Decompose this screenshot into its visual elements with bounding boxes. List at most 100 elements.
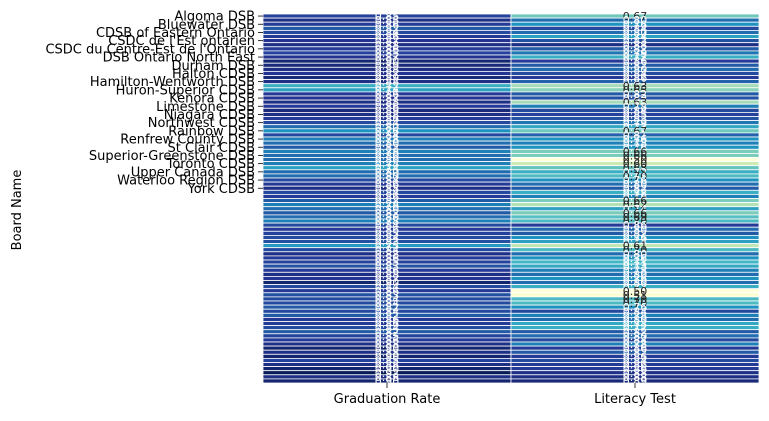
cell-value-label: 0.80 [375, 211, 400, 224]
cell-value-label: 0.82 [375, 301, 400, 314]
cell-value-label: 0.75 [375, 240, 400, 253]
cell-value-label: 0.83 [375, 236, 400, 249]
y-tick-label: Huron-Superior CDSB [116, 83, 255, 98]
cell-value-label: 0.67 [623, 10, 648, 23]
cell-value-label: 0.88 [375, 182, 400, 195]
cell-value-label: 0.78 [375, 145, 400, 158]
y-tick-label: CSDC de l'Est ontarien [108, 34, 255, 49]
cell-value-label: 0.86 [623, 350, 648, 363]
cell-value-label: 0.72 [623, 51, 648, 64]
cell-value-label: 0.80 [623, 14, 648, 27]
cell-value-label: 0.70 [623, 293, 648, 306]
cell-value-label: 0.84 [623, 305, 648, 318]
cell-value-label: 0.81 [623, 129, 648, 142]
cell-value-label: 0.76 [623, 141, 648, 154]
cell-value-label: 0.62 [623, 199, 648, 212]
cell-value-label: 0.78 [623, 137, 648, 150]
cell-value-label: 0.63 [623, 80, 648, 93]
cell-value-label: 0.50 [623, 285, 648, 298]
cell-value-label: 0.80 [375, 137, 400, 150]
cell-value-label: 0.76 [623, 133, 648, 146]
cell-value-label: 0.80 [623, 178, 648, 191]
cell-value-label: 0.67 [623, 125, 648, 138]
y-tick-label: Kenora CDSB [169, 92, 255, 107]
cell-value-label: 0.80 [623, 248, 648, 261]
cell-value-label: 0.83 [623, 92, 648, 105]
y-tick-label: Superior-Greenstone DSB [89, 149, 255, 164]
cell-value-label: 0.88 [375, 371, 400, 384]
cell-value-label: 0.88 [375, 346, 400, 359]
cell-value-label: 0.73 [623, 318, 648, 331]
cell-value-label: 0.80 [623, 277, 648, 290]
cell-value-label: 0.87 [375, 272, 400, 285]
x-tick-label: Graduation Rate [334, 392, 441, 407]
cell-value-label: 0.90 [375, 277, 400, 290]
cell-value-label: 0.74 [623, 31, 648, 44]
cell-value-label: 0.78 [375, 215, 400, 228]
cell-value-label: 0.88 [375, 39, 400, 52]
cell-value-label: 0.78 [375, 199, 400, 212]
y-tick-label: Waterloo Region DSB [117, 174, 255, 189]
cell-value-label: 0.87 [375, 67, 400, 80]
cell-value-label: 0.85 [375, 330, 400, 343]
cell-value-label: 0.82 [623, 346, 648, 359]
cell-value-label: 0.83 [375, 289, 400, 302]
cell-value-label: 0.84 [375, 26, 400, 39]
cell-value-label: 0.84 [375, 231, 400, 244]
cell-value-label: 0.85 [623, 108, 648, 121]
cell-value-label: 0.84 [623, 354, 648, 367]
cell-value-label: 0.82 [375, 195, 400, 208]
cell-value-label: 0.86 [623, 363, 648, 376]
cell-value-labels: 0.85 0.670.88 0.800.86 0.760.82 0.840.84 0.80… [375, 10, 648, 388]
cell-value-label: 0.80 [375, 154, 400, 167]
cell-value-label: 0.90 [375, 363, 400, 376]
cell-value-label: 0.90 [375, 55, 400, 68]
cell-value-label: 0.82 [623, 43, 648, 56]
cell-value-label: 0.83 [623, 35, 648, 48]
cell-value-label: 0.86 [623, 219, 648, 232]
cell-value-label: 0.86 [375, 113, 400, 126]
cell-value-label: 0.89 [623, 375, 648, 388]
cell-value-label: 0.84 [375, 305, 400, 318]
cell-value-label: 0.86 [375, 223, 400, 236]
x-axis-ticks: Graduation Rate Literacy Test [334, 383, 676, 407]
cell-value-label: 0.86 [375, 31, 400, 44]
cell-value-label: 0.84 [375, 219, 400, 232]
cell-value-label: 0.83 [623, 113, 648, 126]
cell-value-label: 0.80 [375, 170, 400, 183]
cell-value-label: 0.80 [623, 313, 648, 326]
cell-value-label: 0.85 [375, 256, 400, 269]
y-tick-label: Upper Canada DSB [131, 165, 255, 180]
cell-value-label: 0.78 [623, 264, 648, 277]
cell-value-label: 0.87 [375, 51, 400, 64]
cell-value-label: 0.84 [623, 22, 648, 35]
cell-value-label: 0.78 [623, 190, 648, 203]
cell-value-label: 0.76 [623, 301, 648, 314]
cell-value-label: 0.66 [623, 195, 648, 208]
cell-value-label: 0.86 [375, 318, 400, 331]
cell-value-label: 0.82 [623, 227, 648, 240]
cell-value-label: 0.60 [623, 158, 648, 171]
x-tick-label: Literacy Test [594, 392, 676, 407]
cell-value-label: 0.85 [375, 10, 400, 23]
cell-value-label: 0.84 [623, 334, 648, 347]
cell-value-label: 0.80 [375, 121, 400, 134]
cell-value-label: 0.88 [623, 367, 648, 380]
cell-value-label: 0.82 [375, 326, 400, 339]
cell-value-label: 0.88 [375, 63, 400, 76]
cell-value-label: 0.63 [623, 96, 648, 109]
cell-value-label: 0.73 [623, 260, 648, 273]
cell-value-label: 0.80 [623, 26, 648, 39]
y-tick-label: Northwest CDSB [148, 116, 255, 131]
cell-value-label: 0.65 [623, 84, 648, 97]
cell-value-label: 0.78 [623, 338, 648, 351]
cell-value-label: 0.87 [375, 92, 400, 105]
y-tick-label: Durham DSB [171, 59, 255, 74]
cell-value-label: 0.86 [623, 55, 648, 68]
cell-value-label: 0.78 [375, 158, 400, 171]
cell-value-label: 0.86 [375, 178, 400, 191]
y-tick-label: Limestone DSB [156, 100, 255, 115]
cell-value-label: 0.78 [375, 133, 400, 146]
